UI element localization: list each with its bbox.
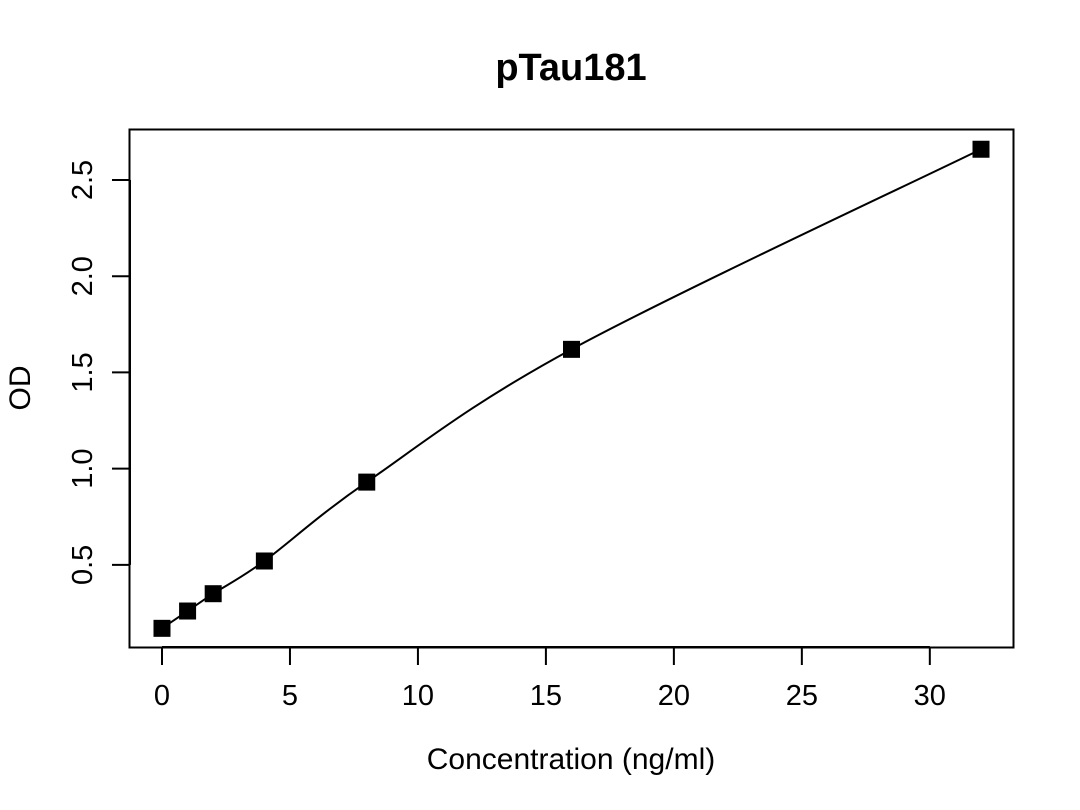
y-axis: 0.5 1.0 1.5 2.0 2.5 (67, 160, 131, 585)
data-point (204, 585, 222, 603)
plot-frame (128, 128, 1015, 649)
y-tick-label: 2.0 (67, 256, 99, 296)
data-point (179, 602, 197, 620)
x-tick-label: 30 (914, 680, 946, 712)
x-tick-label: 25 (786, 680, 818, 712)
y-axis-label: OD (4, 366, 37, 411)
x-tick-label: 20 (658, 680, 690, 712)
chart-title: pTau181 (495, 47, 646, 89)
y-tick-label: 2.5 (67, 160, 99, 200)
data-point (972, 140, 990, 158)
x-tick-label: 10 (402, 680, 434, 712)
y-tick-label: 1.5 (67, 352, 99, 392)
x-axis-label: Concentration (ng/ml) (427, 743, 715, 776)
fit-curve (161, 148, 982, 630)
data-points (153, 140, 990, 637)
y-tick-label: 0.5 (67, 545, 99, 585)
data-point (153, 619, 171, 637)
x-axis: 0 5 10 15 20 25 30 (154, 646, 946, 712)
x-tick-label: 15 (530, 680, 562, 712)
x-tick-label: 0 (154, 680, 170, 712)
data-point (255, 552, 273, 570)
y-tick-label: 1.0 (67, 448, 99, 488)
data-point (563, 340, 580, 358)
x-tick-label: 5 (282, 680, 298, 712)
data-point (358, 473, 376, 491)
